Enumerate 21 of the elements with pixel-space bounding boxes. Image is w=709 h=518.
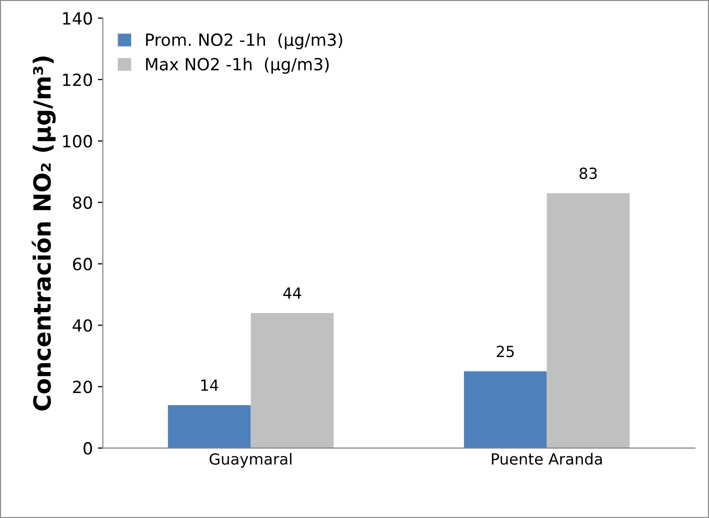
y-tick-label: 20 bbox=[73, 380, 92, 394]
bar bbox=[168, 405, 251, 448]
x-tick-label: Guaymaral bbox=[210, 452, 292, 468]
data-label: 25 bbox=[496, 346, 514, 358]
y-tick-label: 80 bbox=[73, 196, 92, 209]
y-axis-title: Concentración NO₂ (µg/m³) bbox=[32, 56, 56, 411]
y-tick-label: 120 bbox=[63, 74, 92, 86]
data-label: 83 bbox=[580, 168, 597, 180]
y-tick-label: 60 bbox=[73, 258, 92, 270]
y-tick-label: 40 bbox=[72, 319, 92, 332]
data-label: 14 bbox=[201, 380, 218, 391]
bar bbox=[250, 312, 334, 448]
y-tick-label: 0 bbox=[84, 442, 92, 455]
legend-label: Max NO2 -1h (µg/m3) bbox=[146, 58, 329, 74]
y-tick-label: 140 bbox=[63, 12, 92, 25]
legend-label: Prom. NO2 -1h (µg/m3) bbox=[146, 33, 342, 50]
y-tick-label: 100 bbox=[63, 134, 92, 148]
data-label: 44 bbox=[283, 288, 302, 299]
x-tick-label: Puente Aranda bbox=[492, 452, 602, 465]
bar bbox=[546, 193, 630, 448]
bar bbox=[464, 371, 547, 448]
